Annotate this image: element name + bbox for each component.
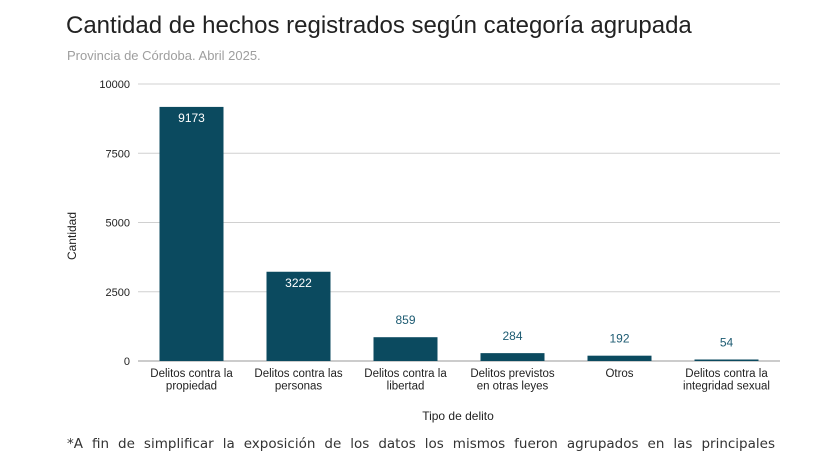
footnote: *A fin de simplificar la exposición de l… — [67, 436, 775, 452]
bar-value-label: 3222 — [285, 276, 312, 290]
bar — [694, 359, 759, 361]
bar-value-label: 284 — [502, 329, 522, 343]
y-tick-label: 0 — [124, 356, 130, 368]
x-tick-label: Delitos previstos en otras leyes — [470, 368, 555, 393]
y-tick-label: 7500 — [106, 148, 130, 160]
y-tick-label: 5000 — [106, 218, 130, 230]
chart-subtitle: Provincia de Córdoba. Abril 2025. — [67, 48, 261, 63]
y-tick-label: 2500 — [106, 287, 130, 299]
bar — [587, 355, 652, 361]
bar-chart: 9173 3222 859 284 192 54 0 2500 5000 7500 10000 D… — [65, 79, 780, 423]
grid-lines — [138, 83, 780, 362]
x-tick-label: Delitos contra las personas — [254, 368, 342, 393]
bar-value-label: 54 — [720, 336, 734, 350]
x-axis-label: Tipo de delito — [422, 409, 494, 423]
y-axis-label: Cantidad — [65, 212, 79, 260]
bar — [159, 106, 224, 361]
y-tick-label: 10000 — [99, 79, 130, 91]
bar — [373, 337, 438, 361]
bar-value-label: 192 — [609, 332, 629, 346]
bars — [159, 106, 759, 361]
bar — [266, 271, 331, 361]
bar-labels: 9173 3222 859 284 192 54 — [178, 111, 733, 350]
x-tick-label: Otros — [605, 368, 633, 380]
bar-value-label: 9173 — [178, 111, 205, 125]
chart-title: Cantidad de hechos registrados según cat… — [66, 12, 692, 39]
x-axis-ticks: Delitos contra la propiedad Delitos contra… — [150, 368, 770, 393]
bar-value-label: 859 — [395, 313, 415, 327]
x-tick-label: Delitos contra la libertad — [364, 368, 447, 393]
y-axis-ticks: 0 2500 5000 7500 10000 — [99, 79, 130, 368]
x-tick-label: Delitos contra la propiedad — [150, 368, 233, 393]
bar — [480, 353, 545, 361]
x-tick-label: Delitos contra la integridad sexual — [683, 368, 770, 393]
